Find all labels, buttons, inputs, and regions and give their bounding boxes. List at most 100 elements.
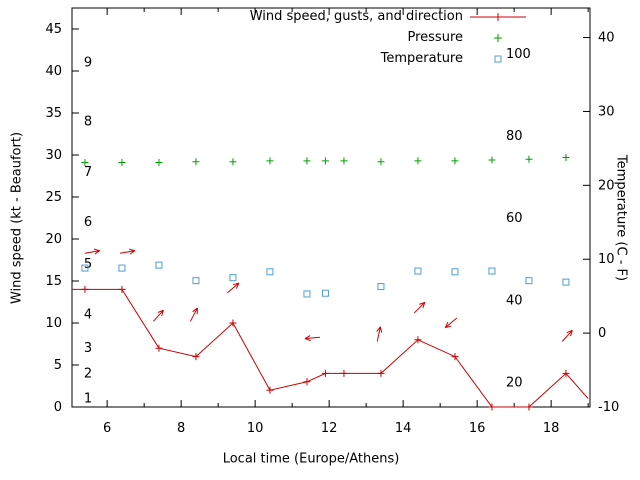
y-axis-left: 0 5 10 15 20 25 30 35 40 45 [45, 22, 79, 415]
square-marker [155, 261, 163, 269]
wind-direction-arrow [376, 326, 381, 342]
right-tick-label: 30 [598, 104, 615, 119]
wind-direction-arrow [227, 282, 240, 294]
square-marker [451, 268, 459, 276]
square-marker [377, 283, 385, 291]
left-tick-label: 30 [45, 148, 62, 163]
wind-direction-arrow [189, 307, 198, 322]
fahrenheit-label: 60 [506, 211, 523, 226]
wind-direction-arrow [120, 250, 135, 254]
wind-speed-series [72, 285, 589, 411]
square-marker [525, 277, 533, 285]
legend-item-pressure: Pressure [250, 27, 527, 48]
beaufort-label: 7 [84, 165, 92, 180]
right-tick-label: 0 [598, 326, 606, 341]
plus-marker [451, 353, 459, 361]
plus-marker [525, 403, 533, 411]
beaufort-label: 6 [84, 215, 92, 230]
beaufort-label: 2 [84, 366, 92, 381]
right-tick-label: -10 [598, 400, 619, 415]
y-axis-right: -10 0 10 20 30 40 [583, 31, 619, 415]
square-marker [303, 290, 311, 298]
plus-marker [340, 369, 348, 377]
plus-marker [562, 369, 570, 377]
plot-border [71, 7, 591, 408]
x-tick-label: 14 [395, 421, 412, 436]
right-tick-label: 20 [598, 178, 615, 193]
right-tick-label: 40 [598, 31, 615, 46]
beaufort-label: 1 [84, 392, 92, 407]
left-tick-label: 20 [45, 232, 62, 247]
square-marker [266, 268, 274, 276]
plus-marker [118, 285, 126, 293]
plus-marker [192, 353, 200, 361]
pressure-legend-icon [469, 31, 527, 45]
x-tick-label: 6 [103, 421, 111, 436]
left-tick-label: 40 [45, 64, 62, 79]
plus-marker [414, 157, 422, 165]
pressure-series [81, 154, 570, 167]
plus-marker [414, 336, 422, 344]
right-axis-title: Temperature (C - F) [613, 154, 629, 282]
legend-label-pressure: Pressure [407, 30, 463, 45]
plus-marker [266, 157, 274, 165]
right-tick-label: 10 [598, 252, 615, 267]
square-marker [562, 278, 570, 286]
x-tick-label: 8 [177, 421, 185, 436]
plus-marker [192, 158, 200, 166]
x-tick-label: 10 [247, 421, 264, 436]
fahrenheit-label: 40 [506, 294, 523, 309]
plus-marker [81, 285, 89, 293]
left-tick-label: 10 [45, 316, 62, 331]
fahrenheit-label: 80 [506, 129, 523, 144]
temperature-legend-icon [469, 52, 527, 66]
legend-label-wind-speed: Wind speed, gusts, and direction [249, 9, 463, 24]
legend-item-temperature: Temperature [250, 48, 527, 69]
plus-marker [303, 157, 311, 165]
plus-marker [81, 159, 89, 167]
x-tick-label: 18 [543, 421, 560, 436]
beaufort-label: 3 [84, 341, 92, 356]
legend-label-temperature: Temperature [380, 51, 463, 66]
x-tick-label: 16 [469, 421, 486, 436]
beaufort-label: 9 [84, 56, 92, 71]
fahrenheit-scale-labels: 20 40 60 80 100 [506, 47, 531, 391]
left-tick-label: 0 [54, 400, 62, 415]
left-tick-label: 45 [45, 22, 62, 37]
wind-direction-arrow [153, 309, 164, 322]
plus-marker [377, 369, 385, 377]
plus-marker [118, 159, 126, 167]
left-tick-label: 5 [54, 358, 62, 373]
x-axis: 6 8 10 12 14 16 18 [103, 8, 589, 436]
plus-marker [377, 158, 385, 166]
x-tick-label: 12 [321, 421, 338, 436]
wind-direction-arrow [561, 329, 573, 342]
legend-item-wind-speed: Wind speed, gusts, and direction [250, 6, 527, 27]
plus-marker [229, 319, 237, 327]
wind-speed-legend-icon [469, 10, 527, 24]
plus-marker [321, 157, 329, 165]
beaufort-label: 4 [84, 308, 92, 323]
left-axis-title: Wind speed (kt - Beaufort) [9, 131, 25, 305]
square-marker [229, 274, 237, 282]
plus-marker [340, 157, 348, 165]
plus-marker [488, 156, 496, 164]
plus-marker [451, 157, 459, 165]
plus-marker [525, 155, 533, 163]
square-marker [414, 267, 422, 275]
wind-direction-arrows [84, 248, 573, 342]
wind-direction-arrow [413, 301, 426, 314]
square-marker [118, 264, 126, 272]
square-marker [321, 289, 329, 297]
temperature-series [81, 261, 570, 298]
square-marker [192, 277, 200, 285]
plus-marker [155, 344, 163, 352]
fahrenheit-label: 20 [506, 376, 523, 391]
left-tick-label: 25 [45, 190, 62, 205]
square-marker [488, 267, 496, 275]
fahrenheit-label: 100 [506, 47, 531, 62]
plus-marker [155, 159, 163, 167]
